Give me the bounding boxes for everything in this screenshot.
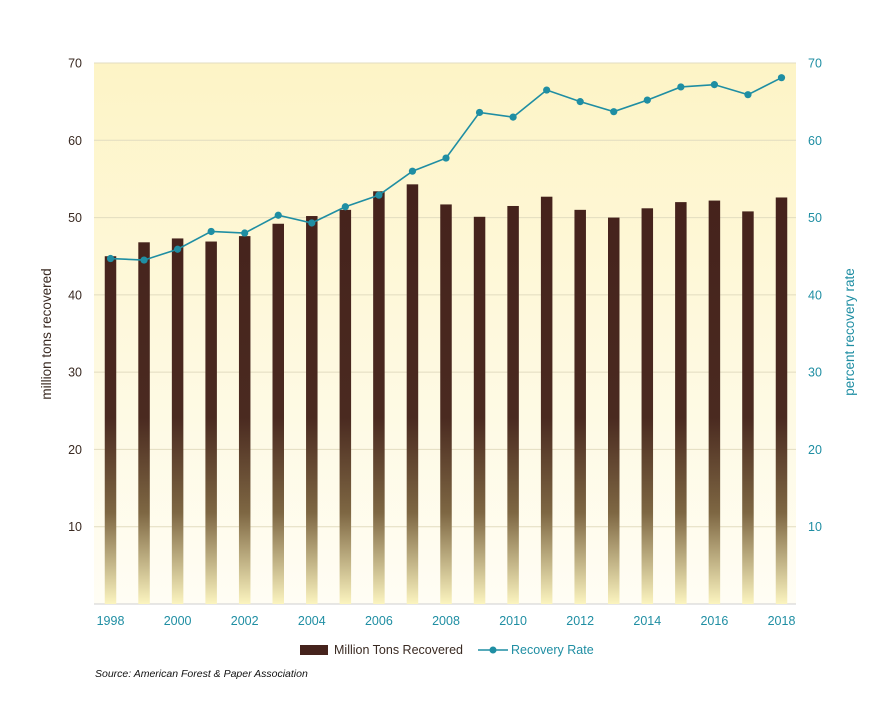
point-2009: [475, 108, 484, 117]
bar-2007: [406, 184, 419, 604]
bar-2016: [708, 200, 721, 604]
y-axis-left-ticks: 10 20 30 40 50 60 70: [68, 57, 82, 535]
bar-2011: [540, 196, 553, 604]
point-2005: [341, 203, 349, 211]
point-2006: [375, 191, 383, 199]
bar-2015: [675, 202, 687, 605]
x-tick-2004: 2004: [298, 614, 326, 628]
point-2001: [207, 227, 215, 236]
x-tick-2014: 2014: [633, 614, 661, 628]
x-tick-2000: 2000: [164, 614, 192, 628]
legend: Million Tons Recovered Recovery Rate: [300, 643, 594, 657]
point-2007: [408, 167, 417, 175]
x-tick-2008: 2008: [432, 614, 460, 628]
y-left-tick-30: 30: [68, 366, 82, 380]
y-right-tick-60: 60: [808, 134, 822, 148]
point-2018: [777, 74, 786, 82]
bar-2001: [205, 241, 217, 604]
legend-bar-label: Million Tons Recovered: [334, 643, 463, 657]
point-2013: [610, 108, 618, 116]
y-right-tick-40: 40: [808, 288, 822, 302]
y-right-tick-30: 30: [808, 366, 822, 380]
bar-2008: [440, 204, 452, 604]
y-right-tick-70: 70: [808, 57, 822, 71]
bar-2017: [742, 211, 754, 604]
bar-2010: [507, 205, 519, 605]
bar-2018: [775, 197, 788, 605]
bar-2004: [306, 216, 318, 604]
point-2004: [308, 219, 316, 227]
bar-2013: [608, 217, 620, 604]
y-left-tick-10: 10: [68, 520, 82, 534]
point-2012: [576, 98, 584, 106]
point-2016: [710, 81, 719, 89]
legend-bar-swatch: [300, 645, 328, 655]
bar-2012: [574, 209, 586, 604]
x-tick-1998: 1998: [97, 614, 125, 628]
bar-2000: [171, 238, 184, 604]
point-1999: [140, 256, 148, 264]
bar-2009: [473, 216, 486, 605]
point-2000: [174, 245, 182, 253]
y-right-tick-50: 50: [808, 211, 822, 225]
bar-1999: [138, 242, 150, 605]
x-tick-2016: 2016: [700, 614, 728, 628]
y-left-tick-50: 50: [68, 211, 82, 225]
bar-2014: [641, 208, 654, 605]
x-tick-2012: 2012: [566, 614, 594, 628]
point-1998: [106, 254, 115, 263]
point-2011: [543, 86, 551, 94]
point-2017: [744, 91, 752, 99]
y-left-tick-40: 40: [68, 288, 82, 302]
bar-series-million-tons: [104, 184, 788, 605]
y-right-tick-10: 10: [808, 520, 822, 534]
point-2014: [643, 96, 651, 104]
y-axis-right-ticks: 10 20 30 40 50 60 70: [808, 57, 822, 535]
y-left-tick-20: 20: [68, 443, 82, 457]
x-tick-2010: 2010: [499, 614, 527, 628]
legend-line-label: Recovery Rate: [511, 643, 594, 657]
x-tick-2018: 2018: [768, 614, 796, 628]
legend-line-marker: [489, 646, 497, 654]
bar-2005: [339, 209, 352, 604]
y-left-tick-70: 70: [68, 57, 82, 71]
point-2008: [442, 154, 450, 162]
point-2015: [677, 83, 685, 91]
y-axis-right-title: percent recovery rate: [842, 268, 857, 396]
y-right-tick-20: 20: [808, 443, 822, 457]
bar-2006: [373, 191, 385, 605]
x-axis-ticks: 1998 2000 2002 2004 2006 2008 2010 2012 2014 2016…: [97, 614, 796, 628]
bar-1998: [104, 256, 117, 604]
bar-2003: [272, 223, 284, 604]
x-tick-2006: 2006: [365, 614, 393, 628]
y-axis-left-title: million tons recovered: [39, 268, 54, 399]
x-tick-2002: 2002: [231, 614, 259, 628]
point-2010: [509, 113, 517, 121]
line-series-recovery-rate: [106, 74, 786, 264]
bar-2002: [238, 236, 251, 604]
source-note: Source: American Forest & Paper Associat…: [95, 668, 308, 680]
point-2003: [274, 211, 282, 219]
y-left-tick-60: 60: [68, 134, 82, 148]
point-2002: [241, 229, 249, 237]
